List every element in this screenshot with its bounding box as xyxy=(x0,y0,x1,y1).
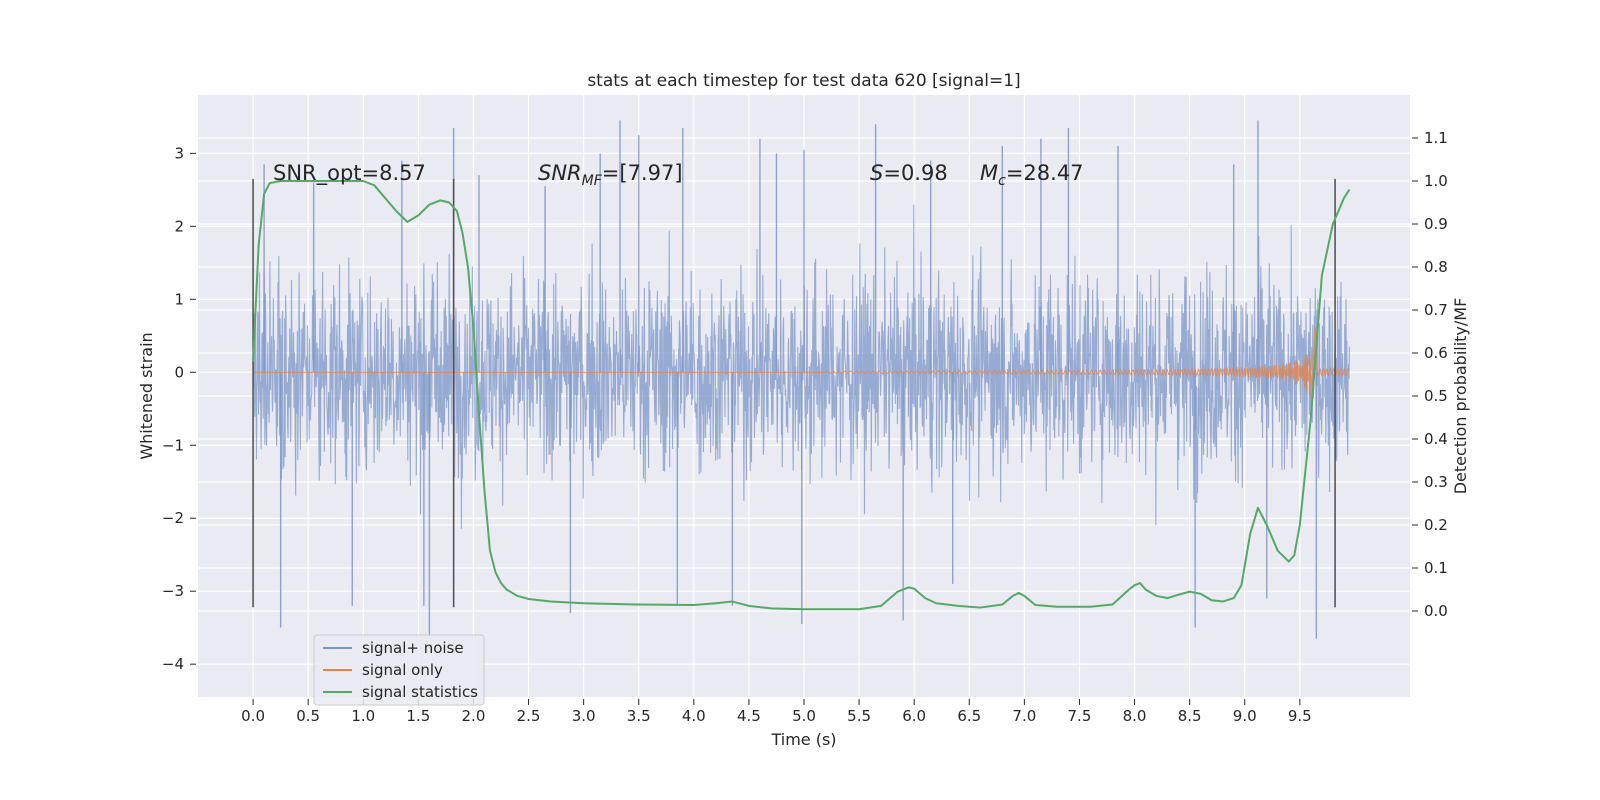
y-tick-label: −3 xyxy=(162,582,184,600)
legend: signal+ noise signal only signal statistic… xyxy=(313,634,485,706)
y-tick-label: −2 xyxy=(162,509,184,527)
x-tick-label: 0.5 xyxy=(296,707,320,725)
legend-box xyxy=(313,634,485,706)
s-symbol: S xyxy=(870,161,883,185)
y-right-tick-label: 1.1 xyxy=(1424,129,1448,147)
y-tick-label: −4 xyxy=(162,655,184,673)
x-tick-label: 5.0 xyxy=(792,707,816,725)
y-right-tick-label: 0.7 xyxy=(1424,301,1448,319)
y-tick-label: 1 xyxy=(174,290,184,308)
x-tick-label: 2.0 xyxy=(462,707,486,725)
snr-mf-base: SNR xyxy=(538,161,582,185)
signal-statistics-series xyxy=(252,180,1351,611)
annotations: SNR_opt=8.57 SNRMF=[7.97] S=0.98 Mc=28.4… xyxy=(273,161,1084,189)
x-tick-label: 6.0 xyxy=(902,707,926,725)
y-right-tick-label: 0.3 xyxy=(1424,473,1448,491)
x-tick-label: 6.5 xyxy=(957,707,981,725)
x-tick-label: 4.0 xyxy=(682,707,706,725)
y-axis-ticks: −4 −3 −2 −1 0 1 2 3 xyxy=(162,144,196,673)
x-tick-label: 8.5 xyxy=(1178,707,1202,725)
s-annotation: S=0.98 xyxy=(870,161,948,185)
x-tick-label: 0.0 xyxy=(241,707,265,725)
y-right-tick-label: 0.1 xyxy=(1424,559,1448,577)
snr-opt-annotation: SNR_opt=8.57 xyxy=(273,161,426,186)
x-tick-label: 1.5 xyxy=(406,707,430,725)
x-tick-label: 9.0 xyxy=(1233,707,1257,725)
y-right-axis-label: Detection probability/MF xyxy=(1451,298,1470,495)
signal-statistics-line xyxy=(252,180,1351,611)
x-tick-label: 7.5 xyxy=(1068,707,1092,725)
y-right-tick-label: 0.2 xyxy=(1424,516,1448,534)
mc-value: =28.47 xyxy=(1006,161,1084,185)
y-right-tick-label: 0.6 xyxy=(1424,344,1448,362)
s-value: =0.98 xyxy=(883,161,947,185)
x-tick-label: 1.0 xyxy=(351,707,375,725)
x-tick-label: 7.0 xyxy=(1012,707,1036,725)
x-tick-label: 3.5 xyxy=(627,707,651,725)
x-tick-label: 4.5 xyxy=(737,707,761,725)
y-right-tick-label: 0.9 xyxy=(1424,215,1448,233)
chart-title: stats at each timestep for test data 620… xyxy=(587,71,1020,91)
y-right-tick-label: 0.8 xyxy=(1424,258,1448,276)
vertical-markers xyxy=(252,178,1336,608)
y-right-axis-ticks: 0.0 0.1 0.2 0.3 0.4 0.5 0.6 0.7 0.8 0.9 1.0 1.1 xyxy=(1412,129,1448,620)
snr-mf-annotation: SNRMF=[7.97] xyxy=(538,161,683,189)
x-tick-label: 2.5 xyxy=(517,707,541,725)
legend-label: signal only xyxy=(362,661,443,679)
legend-label: signal+ noise xyxy=(362,639,464,657)
y-tick-label: 3 xyxy=(174,144,184,162)
mc-annotation: Mc=28.47 xyxy=(980,161,1084,189)
snr-mf-value: =[7.97] xyxy=(602,161,683,185)
y-tick-label: 0 xyxy=(174,363,184,381)
x-tick-label: 8.0 xyxy=(1123,707,1147,725)
x-axis-label: Time (s) xyxy=(770,730,836,749)
y-axis-label: Whitened strain xyxy=(137,332,156,459)
x-tick-label: 5.5 xyxy=(847,707,871,725)
signal-only-trace xyxy=(253,326,1350,399)
x-axis-ticks: 0.0 0.5 1.0 1.5 2.0 2.5 3.0 3.5 4.0 4.5 5.0 5.5 6.0 6… xyxy=(241,699,1312,725)
signal-noise-trace xyxy=(252,204,1350,529)
y-right-tick-label: 0.0 xyxy=(1424,602,1448,620)
y-right-tick-label: 1.0 xyxy=(1424,172,1448,190)
legend-label: signal statistics xyxy=(362,683,478,701)
y-tick-label: 2 xyxy=(174,217,184,235)
snr-mf-subscript: MF xyxy=(582,173,603,189)
x-tick-label: 3.0 xyxy=(572,707,596,725)
y-tick-label: −1 xyxy=(162,436,184,454)
y-right-tick-label: 0.4 xyxy=(1424,430,1448,448)
mc-subscript: c xyxy=(998,173,1006,189)
signal-only-series xyxy=(253,326,1350,399)
x-tick-label: 9.5 xyxy=(1288,707,1312,725)
mc-symbol: M xyxy=(980,161,998,185)
y-right-tick-label: 0.5 xyxy=(1424,387,1448,405)
